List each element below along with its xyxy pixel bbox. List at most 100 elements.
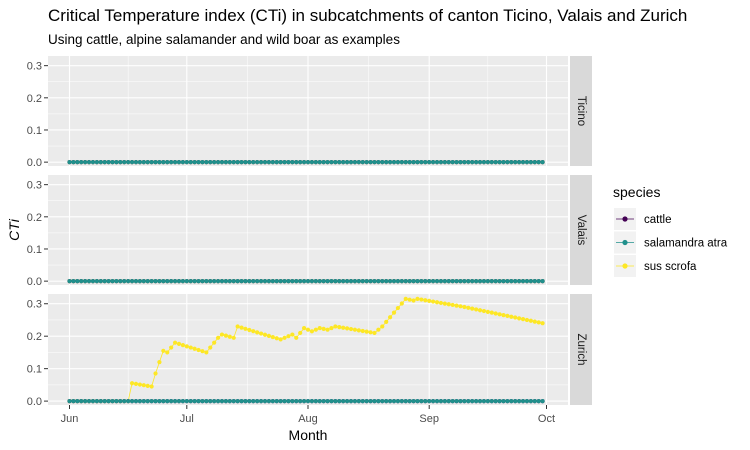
data-point-sus-scrofa xyxy=(450,302,455,308)
data-point-salamandra-atra xyxy=(282,279,287,284)
data-point-sus-scrofa xyxy=(212,340,217,345)
data-point-salamandra-atra xyxy=(489,279,494,284)
data-point-salamandra-atra xyxy=(462,399,467,404)
data-point-salamandra-atra xyxy=(497,279,502,284)
data-point-salamandra-atra xyxy=(301,160,307,165)
data-point-salamandra-atra xyxy=(466,399,471,404)
data-point-salamandra-atra xyxy=(153,279,158,284)
data-point-salamandra-atra xyxy=(137,399,142,404)
data-point-salamandra-atra xyxy=(477,160,483,165)
data-point-salamandra-atra xyxy=(458,399,463,404)
data-point-salamandra-atra xyxy=(75,160,80,165)
data-point-salamandra-atra xyxy=(360,160,365,165)
data-point-salamandra-atra xyxy=(169,160,174,165)
data-point-salamandra-atra xyxy=(434,279,440,284)
data-point-salamandra-atra xyxy=(266,279,271,284)
data-point-salamandra-atra xyxy=(419,279,424,284)
data-point-sus-scrofa xyxy=(196,347,201,353)
data-point-salamandra-atra xyxy=(524,279,530,284)
data-point-salamandra-atra xyxy=(403,399,408,404)
data-point-sus-scrofa xyxy=(294,335,299,340)
data-point-sus-scrofa xyxy=(434,300,440,305)
data-point-salamandra-atra xyxy=(204,160,209,165)
data-point-salamandra-atra xyxy=(247,160,252,165)
data-point-salamandra-atra xyxy=(157,399,162,404)
data-point-salamandra-atra xyxy=(172,279,178,284)
data-point-sus-scrofa xyxy=(305,327,311,332)
data-point-salamandra-atra xyxy=(71,160,76,165)
data-point-salamandra-atra xyxy=(423,279,428,284)
data-point-salamandra-atra xyxy=(270,399,275,404)
data-point-sus-scrofa xyxy=(223,333,228,338)
data-point-sus-scrofa xyxy=(399,301,404,306)
data-point-salamandra-atra xyxy=(294,279,299,284)
data-point-sus-scrofa xyxy=(458,304,463,309)
data-point-salamandra-atra xyxy=(212,279,217,284)
data-point-salamandra-atra xyxy=(231,279,236,284)
data-point-sus-scrofa xyxy=(528,318,533,323)
data-point-sus-scrofa xyxy=(470,306,475,311)
data-point-salamandra-atra xyxy=(489,160,494,165)
data-point-salamandra-atra xyxy=(450,279,455,284)
data-point-sus-scrofa xyxy=(427,298,432,303)
data-point-salamandra-atra xyxy=(407,399,412,404)
data-point-salamandra-atra xyxy=(243,160,248,165)
data-point-sus-scrofa xyxy=(165,350,170,355)
data-point-sus-scrofa xyxy=(419,297,424,302)
data-point-salamandra-atra xyxy=(255,399,260,404)
data-point-sus-scrofa xyxy=(180,343,185,348)
data-point-salamandra-atra xyxy=(427,279,432,284)
data-point-salamandra-atra xyxy=(86,160,92,165)
data-point-salamandra-atra xyxy=(90,160,96,165)
data-point-salamandra-atra xyxy=(407,279,412,284)
data-point-salamandra-atra xyxy=(102,279,107,284)
data-point-sus-scrofa xyxy=(266,333,271,338)
data-point-sus-scrofa xyxy=(360,328,365,334)
data-point-salamandra-atra xyxy=(270,279,275,284)
data-point-salamandra-atra xyxy=(329,160,334,165)
data-point-salamandra-atra xyxy=(83,279,88,284)
facet-strip-valais xyxy=(570,175,592,285)
data-point-salamandra-atra xyxy=(98,160,103,165)
data-point-sus-scrofa xyxy=(133,381,139,386)
data-point-sus-scrofa xyxy=(536,320,541,325)
data-point-salamandra-atra xyxy=(200,160,205,165)
data-point-salamandra-atra xyxy=(513,399,518,404)
data-point-salamandra-atra xyxy=(79,399,84,404)
data-point-salamandra-atra xyxy=(520,399,526,404)
data-point-salamandra-atra xyxy=(509,160,514,165)
data-point-salamandra-atra xyxy=(532,279,537,284)
data-point-salamandra-atra xyxy=(481,399,487,404)
data-point-sus-scrofa xyxy=(235,324,240,329)
data-point-salamandra-atra xyxy=(384,279,389,284)
data-point-sus-scrofa xyxy=(251,329,256,334)
data-point-salamandra-atra xyxy=(356,279,361,284)
data-point-salamandra-atra xyxy=(141,279,146,284)
data-point-sus-scrofa xyxy=(208,345,213,350)
data-point-salamandra-atra xyxy=(149,160,154,165)
data-point-salamandra-atra xyxy=(524,399,530,404)
data-point-salamandra-atra xyxy=(204,279,209,284)
data-point-sus-scrofa xyxy=(247,327,252,333)
data-point-salamandra-atra xyxy=(348,160,354,165)
data-point-salamandra-atra xyxy=(251,160,256,165)
data-point-salamandra-atra xyxy=(364,279,369,284)
data-point-salamandra-atra xyxy=(266,160,271,165)
data-point-salamandra-atra xyxy=(215,399,221,404)
data-point-salamandra-atra xyxy=(176,279,182,284)
data-point-sus-scrofa xyxy=(446,302,451,307)
data-point-salamandra-atra xyxy=(348,279,354,284)
data-point-sus-scrofa xyxy=(411,298,416,303)
data-point-salamandra-atra xyxy=(337,160,342,165)
data-point-salamandra-atra xyxy=(485,399,490,404)
data-point-salamandra-atra xyxy=(137,160,142,165)
data-point-sus-scrofa xyxy=(153,371,158,376)
data-point-salamandra-atra xyxy=(258,399,264,404)
data-point-sus-scrofa xyxy=(231,335,236,340)
data-point-salamandra-atra xyxy=(192,399,197,404)
data-point-sus-scrofa xyxy=(176,341,182,346)
data-point-salamandra-atra xyxy=(161,160,166,165)
y-tick-label: 0.1 xyxy=(27,244,42,256)
data-point-sus-scrofa xyxy=(345,326,350,331)
data-point-sus-scrofa xyxy=(431,299,436,304)
